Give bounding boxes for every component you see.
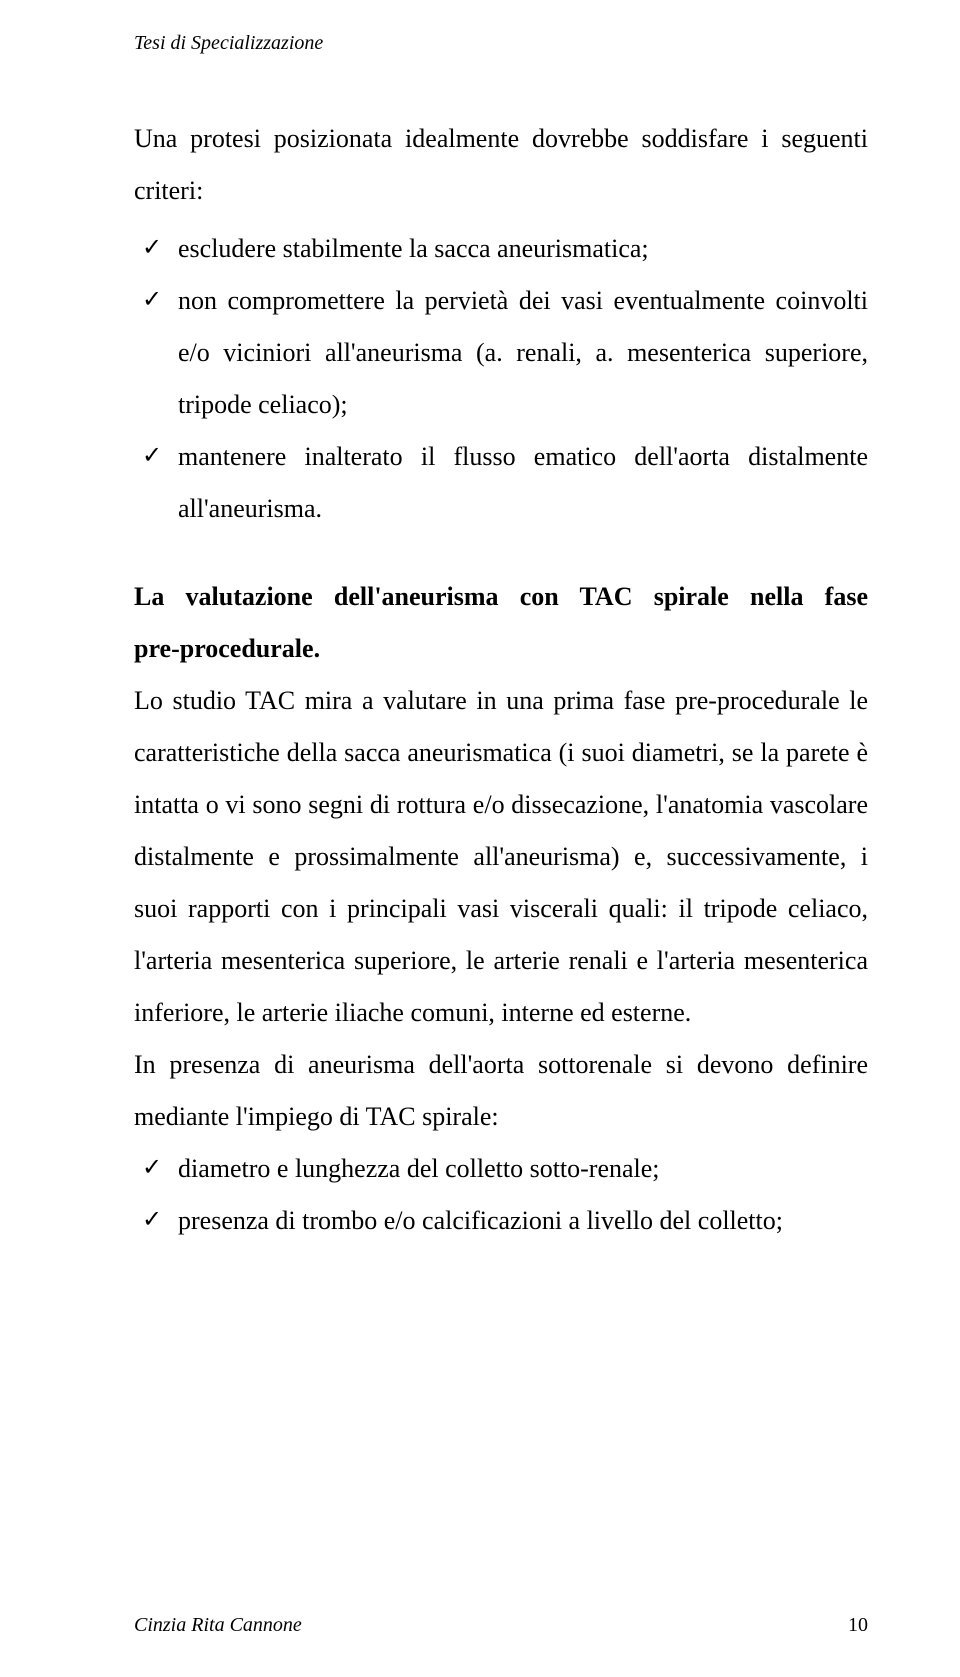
page: Tesi di Specializzazione Una protesi pos… [0,0,960,1677]
check-icon: ✓ [142,223,162,273]
tac-list: ✓ diametro e lunghezza del colletto sott… [134,1143,868,1247]
check-icon: ✓ [142,1143,162,1193]
running-head: Tesi di Specializzazione [134,32,868,55]
check-icon: ✓ [142,431,162,481]
check-icon: ✓ [142,1195,162,1245]
footer: Cinzia Rita Cannone 10 [134,1614,868,1637]
footer-author: Cinzia Rita Cannone [134,1614,302,1637]
list-item-text: presenza di trombo e/o calcificazioni a … [178,1206,783,1235]
section-heading-part-a: La valutazione dell'aneurisma con TAC sp… [134,582,868,611]
section-heading-part-b: pre-procedurale. [134,634,320,663]
list-item: ✓ mantenere inalterato il flusso ematico… [138,431,868,535]
list-item-text: escludere stabilmente la sacca aneurisma… [178,234,649,263]
section-heading: La valutazione dell'aneurisma con TAC sp… [134,571,868,675]
list-item-text: non compromettere la pervietà dei vasi e… [178,286,868,419]
list-item-text: diametro e lunghezza del colletto sotto-… [178,1154,660,1183]
list-item: ✓ diametro e lunghezza del colletto sott… [138,1143,868,1195]
criteria-list: ✓ escludere stabilmente la sacca aneuris… [134,223,868,535]
spacer [134,535,868,571]
list-item: ✓ non compromettere la pervietà dei vasi… [138,275,868,431]
list-item-text: mantenere inalterato il flusso ematico d… [178,442,868,523]
list-item: ✓ escludere stabilmente la sacca aneuris… [138,223,868,275]
check-icon: ✓ [142,275,162,325]
body-paragraph-1: Lo studio TAC mira a valutare in una pri… [134,675,868,1039]
list-item: ✓ presenza di trombo e/o calcificazioni … [138,1195,868,1247]
intro-paragraph: Una protesi posizionata idealmente dovre… [134,113,868,217]
footer-page-number: 10 [848,1614,868,1637]
body-paragraph-2: In presenza di aneurisma dell'aorta sott… [134,1039,868,1143]
